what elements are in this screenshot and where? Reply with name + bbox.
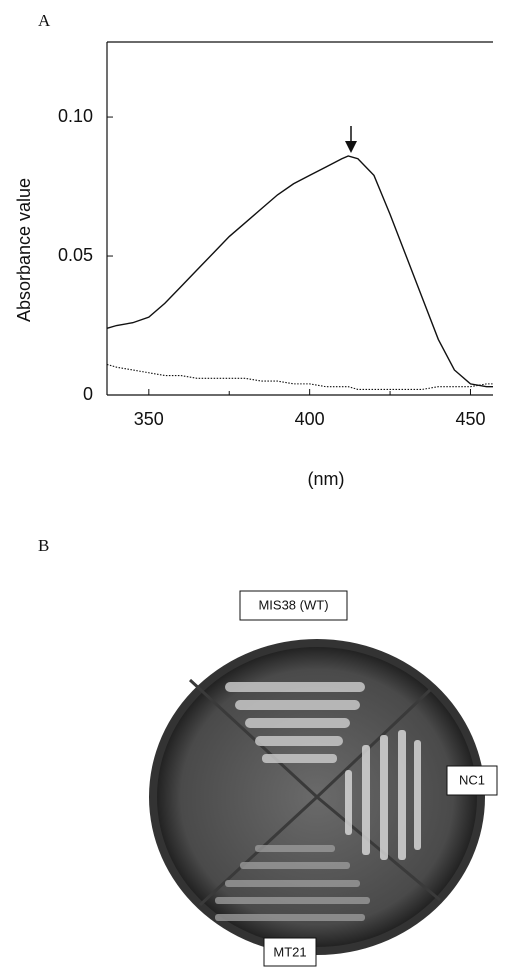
streak xyxy=(245,718,350,728)
panel-label: A xyxy=(38,11,51,30)
y-tick-label: 0.10 xyxy=(58,106,93,126)
plate-label: MIS38 (WT) xyxy=(239,590,348,621)
label-box xyxy=(263,937,317,967)
plate-label: NC1 xyxy=(446,765,498,796)
strain-label: MIS38 (WT) xyxy=(258,597,328,612)
label-box xyxy=(446,765,498,796)
streak xyxy=(255,736,343,746)
streak xyxy=(240,862,350,869)
y-tick-label: 0.05 xyxy=(58,245,93,265)
streak xyxy=(225,880,360,887)
streak xyxy=(225,682,365,692)
strain-label: MT21 xyxy=(273,944,306,959)
plate-label: MT21 xyxy=(263,937,317,967)
arrow-head xyxy=(345,141,357,153)
x-tick-label: 350 xyxy=(134,409,164,429)
y-tick-label: 0 xyxy=(83,384,93,404)
data-line xyxy=(106,363,493,390)
y-axis-label: Absorbance value xyxy=(14,178,34,322)
streak xyxy=(262,754,337,763)
streak xyxy=(414,740,421,850)
streak xyxy=(380,735,388,860)
x-tick-label: 400 xyxy=(295,409,325,429)
streak xyxy=(215,914,365,921)
streak xyxy=(398,730,406,860)
peak-arrow xyxy=(345,126,357,153)
panel-label: B xyxy=(38,536,49,555)
x-tick-label: 450 xyxy=(455,409,485,429)
petri-dish xyxy=(149,639,485,955)
streaks-wt xyxy=(225,682,365,763)
label-box xyxy=(239,590,348,621)
axes xyxy=(106,41,493,396)
strain-label: NC1 xyxy=(459,772,485,787)
streak xyxy=(362,745,370,855)
data-line xyxy=(106,155,493,388)
x-axis-label: (nm) xyxy=(308,469,345,489)
streaks-nc1 xyxy=(345,730,421,860)
streaks-mt21 xyxy=(215,845,370,921)
streak xyxy=(345,770,352,835)
streak xyxy=(235,700,360,710)
streak xyxy=(215,897,370,904)
streak xyxy=(255,845,335,852)
